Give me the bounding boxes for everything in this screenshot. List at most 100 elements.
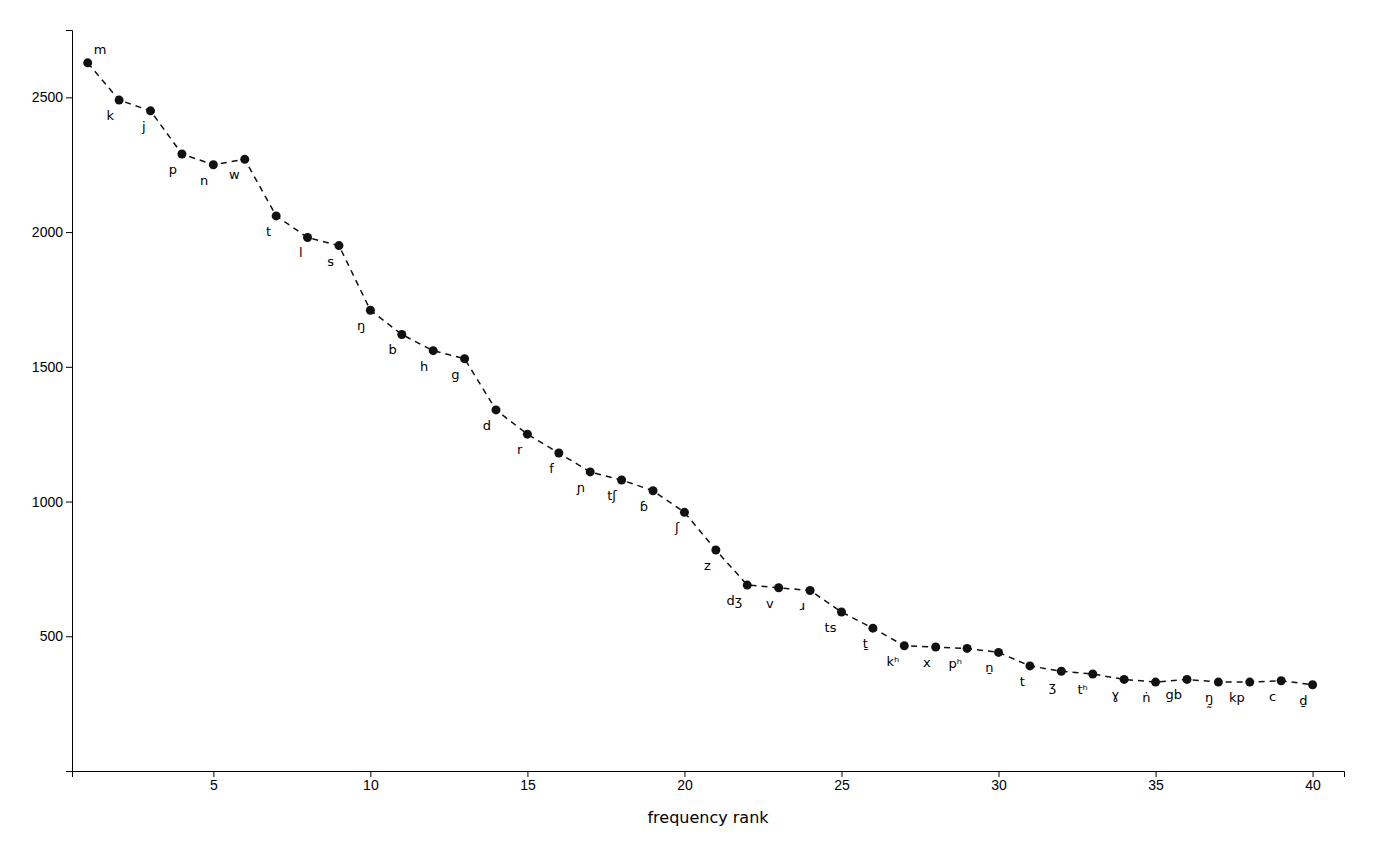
point-label: l [299, 245, 303, 260]
point-label: kp [1229, 690, 1245, 705]
x-tick: 40 [1305, 771, 1321, 793]
y-tick-label: 2000 [32, 224, 63, 240]
point-label: g [451, 367, 459, 382]
y-tick-label: 2500 [32, 89, 63, 105]
point [1308, 680, 1317, 689]
x-tick-label: 40 [1305, 777, 1321, 793]
x-tick-label: 10 [363, 777, 379, 793]
point-label: x [923, 655, 931, 670]
x-tick: 20 [677, 771, 693, 793]
point [209, 160, 218, 169]
point-label: ts [825, 620, 837, 635]
y-tick-mark [66, 502, 72, 503]
point [837, 608, 846, 617]
x-tick-label: 20 [677, 777, 693, 793]
point [272, 211, 281, 220]
point-label: tʃ [607, 488, 617, 503]
point-label: f [549, 461, 554, 476]
point [366, 306, 375, 315]
point [1057, 667, 1066, 676]
point-label: ŋ̰ [1205, 690, 1213, 708]
y-tick-mark [66, 636, 72, 637]
point-label: tʰ [1077, 682, 1087, 697]
point-label: d [483, 418, 491, 433]
point [177, 149, 186, 158]
point [806, 586, 815, 595]
point [334, 241, 343, 250]
point-label: ʒ [1049, 679, 1057, 694]
point [586, 467, 595, 476]
y-tick-mark [66, 367, 72, 368]
x-tick-label: 5 [210, 777, 218, 793]
point-label: kʰ [886, 654, 899, 669]
x-tick-label: 15 [520, 777, 536, 793]
x-tick: 15 [520, 771, 536, 793]
point-label: z [704, 558, 711, 573]
point-label: c [1269, 689, 1276, 704]
point [303, 233, 312, 242]
point [1277, 676, 1286, 685]
point [115, 96, 124, 105]
point-label: dʒ [726, 593, 742, 608]
y-axis-line [66, 31, 73, 772]
point [774, 583, 783, 592]
point-label: w [229, 167, 240, 182]
point-label: t [1020, 674, 1025, 689]
point-label: pʰ [949, 656, 963, 671]
point [1214, 678, 1223, 687]
point [1025, 661, 1034, 670]
point-label: t [266, 224, 271, 239]
point-label: ṯ [863, 636, 869, 651]
x-tick: 10 [363, 771, 379, 793]
point-label: gb [1165, 687, 1182, 702]
point-label: ŋ [357, 318, 365, 333]
point [554, 449, 563, 458]
point [617, 475, 626, 484]
x-tick: 25 [834, 771, 850, 793]
point-label: m [94, 42, 107, 57]
y-tick: 1000 [32, 494, 72, 510]
point [397, 330, 406, 339]
point-label: k [107, 108, 115, 123]
point [868, 624, 877, 633]
y-tick-label: 500 [40, 628, 64, 644]
x-tick-label: 30 [991, 777, 1007, 793]
x-tick-label: 35 [1148, 777, 1164, 793]
point [963, 644, 972, 653]
y-tick: 2000 [32, 224, 72, 240]
point-label: ɹ [800, 598, 805, 613]
point-label: ḏ [1299, 693, 1307, 708]
point-label: ṅ [1142, 690, 1150, 705]
point-label: ɣ [1111, 687, 1119, 702]
annotations: mkjpnwtlsŋbhgdrfɲtʃɓʃzdʒvɹtsṯkʰxpʰṉtʒt… [94, 42, 1308, 708]
point [743, 581, 752, 590]
y-tick-mark [66, 232, 72, 233]
point [931, 643, 940, 652]
point-label: n [200, 173, 208, 188]
point-label: ɲ [576, 480, 585, 495]
point [460, 354, 469, 363]
chart: 5 10 15 20 25 30 35 40 500 1000 1500 2000 2500 freque… [0, 0, 1380, 851]
point [492, 405, 501, 414]
point-label: b [389, 342, 397, 357]
y-tick: 1500 [32, 359, 72, 375]
line [88, 63, 1313, 685]
y-tick-label: 1500 [32, 359, 63, 375]
x-tick: 5 [210, 771, 218, 793]
marks [83, 58, 1317, 689]
y-axis: 500 1000 1500 2000 2500 [32, 31, 73, 772]
point [1245, 678, 1254, 687]
point-label: s [327, 254, 334, 269]
x-tick: 35 [1148, 771, 1164, 793]
point [83, 58, 92, 67]
y-tick-label: 1000 [32, 494, 63, 510]
point [711, 546, 720, 555]
point-label: p [169, 162, 177, 177]
point-label: ʃ [674, 520, 680, 535]
point [1088, 669, 1097, 678]
point-label: ṉ [985, 660, 993, 675]
x-axis-title: frequency rank [647, 808, 769, 827]
point-label: r [517, 442, 523, 457]
point [680, 508, 689, 517]
point [429, 346, 438, 355]
